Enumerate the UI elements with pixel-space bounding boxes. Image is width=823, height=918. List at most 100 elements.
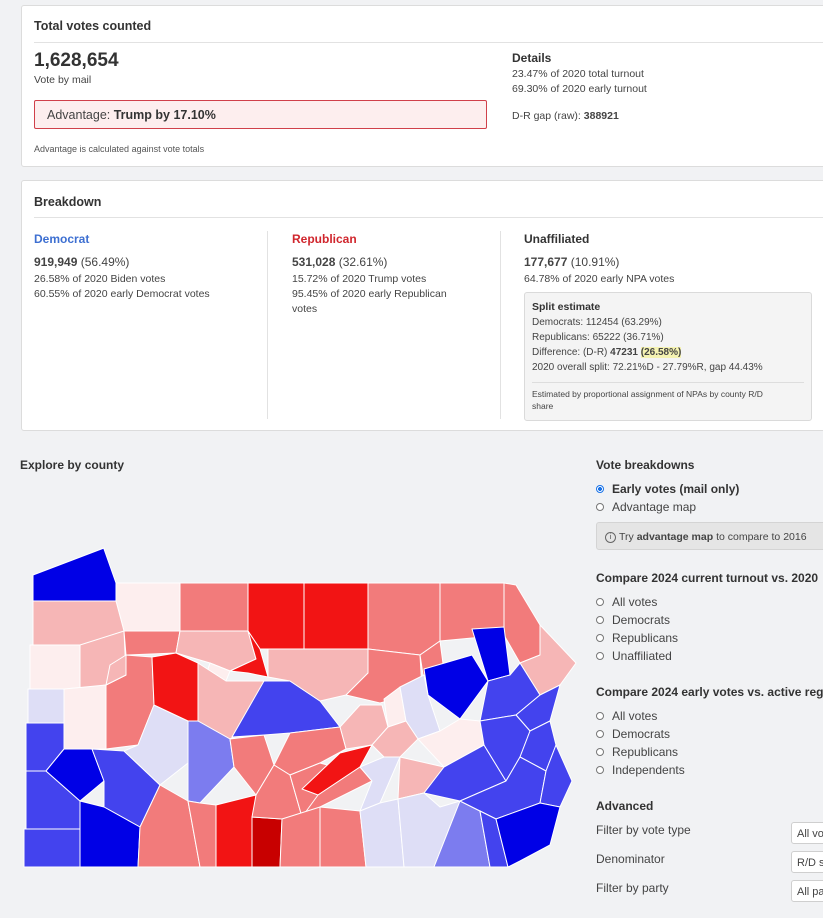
radio-icon[interactable]: [596, 598, 604, 606]
county-centre[interactable]: [231, 680, 341, 738]
rep-count-value: 531,028: [292, 255, 336, 269]
details-title: Details: [512, 51, 552, 65]
radio-label: Republicans: [612, 745, 679, 759]
radio-selected-icon[interactable]: [596, 485, 604, 493]
county-bradford[interactable]: [367, 582, 441, 656]
radio-label: Democrats: [612, 727, 671, 741]
compare-active-title: Compare 2024 early votes vs. active reg: [596, 685, 823, 699]
radio-icon[interactable]: [596, 616, 604, 624]
radio-turnout-dem[interactable]: Democrats: [596, 613, 670, 627]
dr-gap-value: 388921: [583, 110, 619, 122]
radio-advantage-map[interactable]: Advantage map: [596, 500, 696, 514]
total-votes-card: Total votes counted 1,628,654 Vote by ma…: [21, 5, 823, 167]
una-line1: 64.78% of 2020 early NPA votes: [524, 273, 675, 285]
county-perry[interactable]: [301, 744, 373, 796]
radio-icon[interactable]: [596, 748, 604, 756]
county-philadelphia[interactable]: [495, 802, 561, 868]
radio-active-rep[interactable]: Republicans: [596, 745, 678, 759]
split-title: Split estimate: [532, 301, 601, 313]
dem-heading: Democrat: [34, 232, 90, 246]
dem-count-value: 919,949: [34, 255, 78, 269]
radio-icon[interactable]: [596, 652, 604, 660]
county-bucks[interactable]: [539, 744, 573, 808]
breakdown-card: Breakdown Democrat 919,949 (56.49%) 26.5…: [21, 180, 823, 431]
advantage-map-tip: i Try advantage map to compare to 2016: [596, 522, 823, 550]
tip-link[interactable]: advantage map: [636, 531, 714, 543]
radio-label: Advantage map: [612, 500, 697, 514]
denominator-select[interactable]: R/D s: [791, 851, 823, 873]
tip-prefix: Try: [619, 531, 637, 543]
details-line2: 69.30% of 2020 early turnout: [512, 83, 647, 95]
county-warren[interactable]: [115, 582, 181, 632]
county-potter[interactable]: [247, 582, 305, 650]
county-butler[interactable]: [63, 684, 107, 750]
radio-label: All votes: [612, 709, 658, 723]
radio-icon[interactable]: [596, 634, 604, 642]
advantage-box: Advantage: Trump by 17.10%: [34, 100, 487, 129]
county-cambria[interactable]: [187, 720, 235, 804]
radio-turnout-rep[interactable]: Republicans: [596, 631, 678, 645]
county-greene[interactable]: [23, 828, 81, 868]
county-lawrence[interactable]: [27, 688, 65, 724]
radio-label: All votes: [612, 595, 658, 609]
county-clinton[interactable]: [229, 630, 269, 678]
radio-active-dem[interactable]: Democrats: [596, 727, 670, 741]
column-divider: [500, 231, 501, 419]
radio-label: Independents: [612, 763, 685, 777]
county-mercer[interactable]: [29, 644, 81, 690]
split-note-line1: Estimated by proportional assignment of …: [532, 389, 763, 399]
county-mckean[interactable]: [179, 582, 249, 632]
radio-icon[interactable]: [596, 730, 604, 738]
radio-early-votes[interactable]: Early votes (mail only): [596, 482, 739, 496]
split-estimate-box: Split estimate Democrats: 112454 (63.29%…: [524, 292, 812, 421]
total-votes-title: Total votes counted: [34, 19, 152, 33]
split-overall: 2020 overall split: 72.21%D - 27.79%R, g…: [532, 362, 763, 373]
county-erie[interactable]: [32, 547, 117, 602]
county-fulton[interactable]: [215, 794, 257, 868]
dem-count: 919,949 (56.49%): [34, 255, 129, 270]
rep-line3: votes: [292, 303, 318, 315]
county-lancaster-west[interactable]: [359, 798, 405, 868]
divider: [532, 382, 804, 383]
split-dem: Democrats: 112454 (63.29%): [532, 317, 662, 328]
radio-active-ind[interactable]: Independents: [596, 763, 685, 777]
divider: [34, 42, 823, 43]
dem-line2: 60.55% of 2020 early Democrat votes: [34, 288, 210, 300]
radio-turnout-una[interactable]: Unaffiliated: [596, 649, 672, 663]
county-tioga[interactable]: [303, 582, 369, 650]
una-count: 177,677 (10.91%): [524, 255, 619, 270]
radio-icon[interactable]: [596, 503, 604, 511]
radio-turnout-all[interactable]: All votes: [596, 595, 657, 609]
divider: [34, 217, 823, 218]
rep-count: 531,028 (32.61%): [292, 255, 387, 270]
county-armstrong[interactable]: [105, 654, 127, 686]
details-line1: 23.47% of 2020 total turnout: [512, 68, 644, 80]
radio-icon[interactable]: [596, 712, 604, 720]
radio-active-all[interactable]: All votes: [596, 709, 657, 723]
dr-gap: D-R gap (raw): 388921: [512, 109, 619, 124]
county-wayne[interactable]: [503, 582, 541, 664]
una-count-value: 177,677: [524, 255, 568, 269]
dr-gap-label: D-R gap (raw):: [512, 110, 584, 122]
dem-line1: 26.58% of 2020 Biden votes: [34, 273, 166, 285]
county-franklin[interactable]: [251, 816, 283, 868]
total-votes-count: 1,628,654: [34, 50, 119, 71]
filter-party-select[interactable]: All pa: [791, 880, 823, 902]
radio-icon[interactable]: [596, 766, 604, 774]
filter-party-label: Filter by party: [596, 881, 669, 895]
advantage-value: Trump by 17.10%: [113, 108, 216, 122]
filter-vote-type-select[interactable]: All vo: [791, 822, 823, 844]
rep-count-pct: (32.61%): [335, 255, 388, 269]
breakdown-title: Breakdown: [34, 195, 102, 209]
advantage-prefix: Advantage:: [47, 108, 114, 122]
radio-label: Early votes (mail only): [612, 482, 740, 496]
advanced-title: Advanced: [596, 799, 654, 813]
county-map[interactable]: [20, 545, 580, 875]
una-heading: Unaffiliated: [524, 232, 590, 246]
rep-heading: Republican: [292, 232, 357, 246]
info-icon: i: [605, 532, 616, 543]
rep-line2: 95.45% of 2020 early Republican: [292, 288, 447, 300]
rep-line1: 15.72% of 2020 Trump votes: [292, 273, 427, 285]
county-forest[interactable]: [123, 630, 181, 656]
county-york[interactable]: [319, 806, 367, 868]
